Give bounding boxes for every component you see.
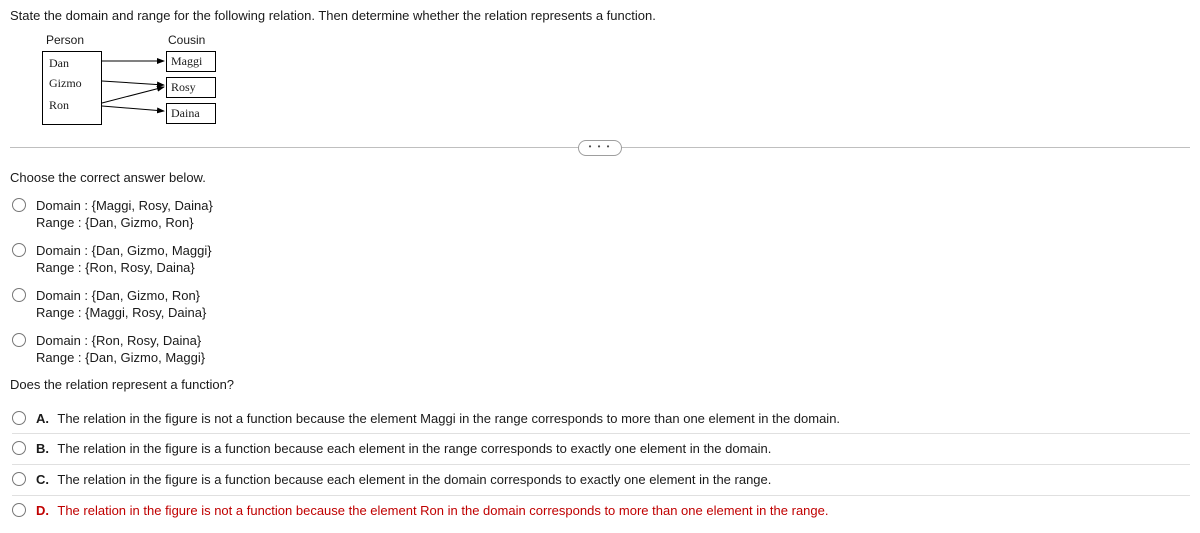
option-row[interactable]: A. The relation in the figure is not a f… [12,404,1190,434]
option-row[interactable]: C. The relation in the figure is a funct… [12,464,1190,495]
option-text: Domain : {Dan, Gizmo, Ron} Range : {Magg… [36,287,206,322]
radio-icon[interactable] [12,472,26,486]
option-row[interactable]: D. The relation in the figure is not a f… [12,495,1190,526]
domain-item: Ron [49,98,69,113]
range-item: Rosy [166,77,216,98]
option-row[interactable]: Domain : {Maggi, Rosy, Daina} Range : {D… [12,197,1190,232]
option-row[interactable]: Domain : {Dan, Gizmo, Maggi} Range : {Ro… [12,242,1190,277]
radio-icon[interactable] [12,503,26,517]
part2-options: A. The relation in the figure is not a f… [12,404,1190,525]
option-row[interactable]: B. The relation in the figure is a funct… [12,433,1190,464]
radio-icon[interactable] [12,441,26,455]
radio-icon[interactable] [12,333,26,347]
range-item: Maggi [166,51,216,72]
part2-prompt: Does the relation represent a function? [10,377,1190,392]
option-text: D. The relation in the figure is not a f… [36,502,828,520]
option-text: B. The relation in the figure is a funct… [36,440,771,458]
range-item: Daina [166,103,216,124]
left-column-header: Person [46,33,84,47]
option-text: C. The relation in the figure is a funct… [36,471,771,489]
option-text: Domain : {Maggi, Rosy, Daina} Range : {D… [36,197,213,232]
mapping-arrows [102,51,166,131]
domain-item: Dan [49,56,69,71]
radio-icon[interactable] [12,198,26,212]
more-icon[interactable]: • • • [578,140,623,156]
option-text: Domain : {Dan, Gizmo, Maggi} Range : {Ro… [36,242,212,277]
mapping-diagram: Person Cousin Dan Gizmo Ron Maggi Rosy D… [34,33,254,133]
domain-item: Gizmo [49,76,82,91]
part1-options: Domain : {Maggi, Rosy, Daina} Range : {D… [12,197,1190,367]
right-column-header: Cousin [168,33,205,47]
question-prompt: State the domain and range for the follo… [10,8,1190,23]
part1-prompt: Choose the correct answer below. [10,170,1190,185]
range-group: Maggi Rosy Daina [166,51,216,129]
option-text: A. The relation in the figure is not a f… [36,410,840,428]
radio-icon[interactable] [12,288,26,302]
radio-icon[interactable] [12,411,26,425]
radio-icon[interactable] [12,243,26,257]
option-row[interactable]: Domain : {Dan, Gizmo, Ron} Range : {Magg… [12,287,1190,322]
option-text: Domain : {Ron, Rosy, Daina} Range : {Dan… [36,332,205,367]
option-row[interactable]: Domain : {Ron, Rosy, Daina} Range : {Dan… [12,332,1190,367]
domain-box: Dan Gizmo Ron [42,51,102,125]
